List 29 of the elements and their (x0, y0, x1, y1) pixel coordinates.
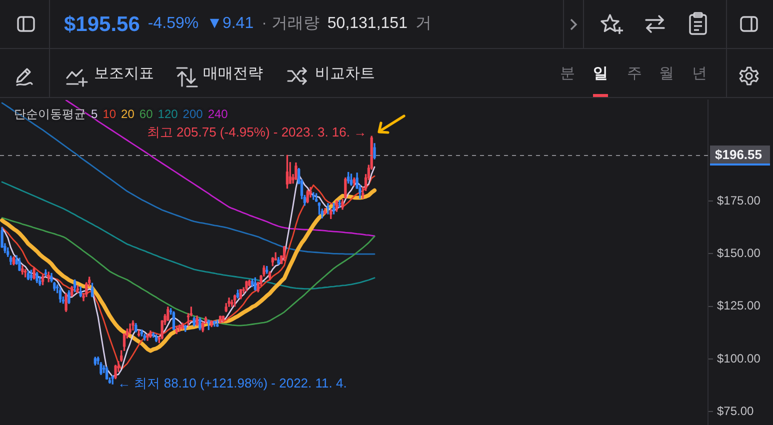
text: 분 (560, 65, 575, 82)
text: 일 (593, 65, 608, 82)
text: 120 (158, 107, 178, 121)
text: 주 (627, 65, 642, 82)
text: 240 (208, 107, 228, 121)
text: 비교차트 (315, 65, 375, 82)
text: 200 (182, 107, 203, 121)
text: 20 (121, 107, 134, 121)
text: 5 (91, 107, 98, 121)
text: $196.55 (715, 147, 762, 162)
text: · 거래량 (262, 15, 320, 32)
y-tick-label: $175.00 (717, 193, 761, 208)
annotation: ← 최저 88.10 (+121.98%) - 2022. 11. 4. (118, 376, 347, 391)
text: 년 (692, 65, 707, 82)
text: 거 (415, 15, 432, 32)
text: -4.59% (148, 15, 199, 32)
annotation: 최고 205.75 (-4.95%) - 2023. 3. 16. → (146, 124, 367, 140)
text: 매매전략 (203, 65, 263, 82)
text: 월 (659, 65, 674, 82)
y-tick-label: $75.00 (717, 404, 754, 418)
text: 60 (139, 107, 153, 121)
text: 10 (102, 107, 116, 121)
y-tick-label: $150.00 (717, 246, 761, 260)
y-tick-label: $125.00 (717, 298, 761, 313)
text: ▼9.41 (206, 15, 254, 32)
y-tick-label: $100.00 (717, 351, 761, 366)
text: 50,131,151 (327, 15, 408, 32)
text: $195.56 (64, 12, 140, 36)
text: 보조지표 (94, 65, 154, 82)
